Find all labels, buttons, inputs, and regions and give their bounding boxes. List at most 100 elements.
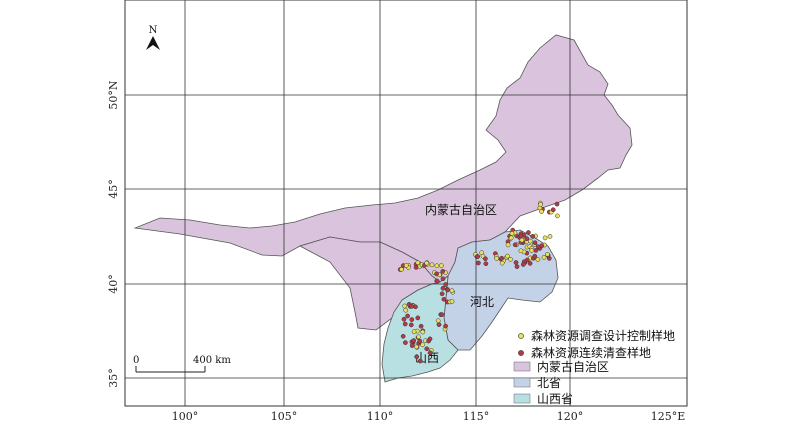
sample-plot-point (533, 248, 539, 253)
inner-mongolia-label: 内蒙古自治区 (425, 202, 497, 217)
sample-plot-point (526, 230, 531, 235)
legend: 森林资源调查设计控制样地 森林资源连续清查样地 内蒙古自治区 北省 山西省 (513, 328, 675, 406)
sample-plot-point (479, 250, 485, 255)
sample-plot-point (427, 336, 433, 342)
legend-hebei-swatch (513, 377, 531, 388)
sample-plot-point (424, 260, 430, 266)
sample-plot-point (416, 334, 421, 340)
sample-plot-point (402, 321, 408, 327)
sample-plot-point (417, 358, 423, 364)
sample-plot-point (424, 346, 430, 352)
sample-plot-point (529, 248, 535, 253)
sample-plot-point (400, 333, 406, 339)
sample-plot-point (409, 317, 415, 322)
sample-plot-point (476, 260, 481, 266)
lon-tick-120: 120° (557, 410, 584, 423)
graticule (125, 0, 687, 406)
sample-plot-point (550, 207, 556, 213)
sample-plot-point (414, 344, 419, 350)
legend-survey-marker (518, 333, 524, 339)
sample-plot-point (555, 213, 560, 219)
scale-distance: 400 km (193, 355, 231, 366)
sample-plot-point (509, 231, 515, 236)
sample-plot-point (449, 299, 455, 304)
sample-plot-point (440, 276, 446, 282)
lat-tick-labels: 35° 40° 45° 50°N (107, 80, 120, 388)
lat-tick-35: 35° (107, 368, 120, 388)
legend-shanxi-label: 山西省 (537, 392, 573, 406)
sample-plot-point (475, 254, 481, 259)
sample-plot-point (539, 209, 544, 214)
sample-plot-point (532, 253, 538, 259)
legend-shanxi-swatch (513, 393, 531, 404)
sample-plot-point (518, 248, 524, 254)
sample-plot-point (420, 342, 425, 348)
sample-plot-point (439, 312, 445, 317)
sample-plot-point (402, 303, 408, 309)
lon-tick-110: 110° (367, 410, 394, 423)
sample-plot-point (399, 267, 404, 272)
lon-tick-labels: 100° 105° 110° 115° 120° 125°E (172, 410, 686, 423)
lat-tick-40: 40° (107, 274, 120, 294)
sample-plot-point (401, 316, 407, 322)
sample-plot-point (440, 285, 446, 291)
sample-plots (397, 200, 560, 364)
legend-inventory-marker (518, 350, 524, 356)
shanxi-region (381, 275, 459, 383)
legend-inner-mongolia-label: 内蒙古自治区 (537, 359, 609, 374)
north-label: N (149, 25, 158, 36)
sample-plot-point (499, 255, 505, 261)
sample-plot-point (539, 243, 545, 249)
sample-plot-point (415, 260, 421, 266)
sample-plot-point (505, 242, 511, 248)
sample-plot-point (436, 322, 442, 327)
sample-plot-point (411, 338, 417, 343)
sample-plot-point (417, 338, 423, 344)
sample-plot-point (508, 256, 513, 262)
sample-plot-point (514, 264, 520, 269)
north-arrow: N (146, 25, 160, 50)
scale-bar: 0 400 km (133, 355, 231, 373)
sample-plot-point (547, 234, 553, 239)
sample-plot-point (520, 262, 526, 267)
sample-plot-point (427, 350, 433, 356)
sample-plot-point (405, 313, 410, 319)
sample-plot-point (527, 261, 533, 266)
sample-plot-point (505, 253, 510, 259)
sample-plot-point (519, 237, 525, 243)
legend-hebei-label: 北省 (537, 376, 561, 390)
sample-plot-point (494, 256, 499, 261)
sample-plot-point (483, 256, 488, 262)
sample-plot-point (483, 261, 489, 267)
sample-plot-point (499, 260, 505, 266)
sample-plot-point (440, 268, 446, 274)
sample-plot-point (513, 260, 519, 265)
sample-plot-point (535, 257, 541, 262)
sample-plot-point (403, 340, 408, 345)
sample-plot-point (528, 238, 533, 244)
sample-plot-point (449, 288, 455, 294)
sample-plot-point (403, 263, 409, 268)
sample-plot-point (538, 202, 543, 207)
sample-plot-point (541, 255, 547, 260)
sample-plot-point (545, 251, 550, 257)
legend-inner-mongolia-swatch (513, 361, 531, 372)
sample-plot-point (530, 234, 536, 239)
sample-plot-point (409, 303, 415, 309)
lon-tick-105: 105° (271, 410, 298, 423)
sample-plot-point (445, 287, 450, 293)
sample-plot-point (434, 263, 440, 269)
sample-plot-point (542, 235, 548, 241)
sample-plot-point (524, 236, 530, 241)
sample-plot-point (434, 271, 439, 277)
lon-tick-115: 115° (463, 410, 490, 423)
sample-plot-point (429, 262, 435, 268)
sample-plot-point (403, 307, 409, 313)
north-arrow-icon (146, 36, 160, 50)
sample-plot-point (411, 329, 417, 335)
hebei-label: 河北 (470, 295, 494, 309)
sample-plot-point (415, 315, 421, 321)
sample-plot-point (443, 323, 448, 329)
scale-zero: 0 (133, 355, 139, 366)
